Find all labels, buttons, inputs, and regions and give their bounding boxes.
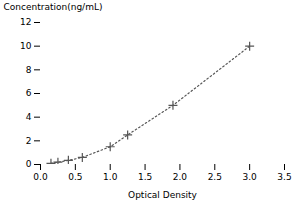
svg-text:10: 10	[20, 41, 32, 51]
svg-text:0: 0	[26, 159, 32, 169]
svg-text:12: 12	[20, 17, 31, 27]
svg-text:Concentration(ng/mL): Concentration(ng/mL)	[4, 2, 103, 12]
svg-text:8: 8	[26, 65, 32, 75]
svg-text:4: 4	[26, 112, 32, 122]
svg-text:3.0: 3.0	[242, 172, 257, 182]
svg-text:0.0: 0.0	[33, 172, 48, 182]
svg-text:2: 2	[26, 136, 32, 146]
svg-text:Optical Density: Optical Density	[128, 190, 198, 200]
svg-text:2.5: 2.5	[208, 172, 222, 182]
svg-text:3.5: 3.5	[277, 172, 291, 182]
svg-text:0.5: 0.5	[68, 172, 82, 182]
svg-text:1.0: 1.0	[103, 172, 118, 182]
svg-text:2.0: 2.0	[173, 172, 188, 182]
svg-text:1.5: 1.5	[138, 172, 152, 182]
svg-text:6: 6	[26, 88, 32, 98]
